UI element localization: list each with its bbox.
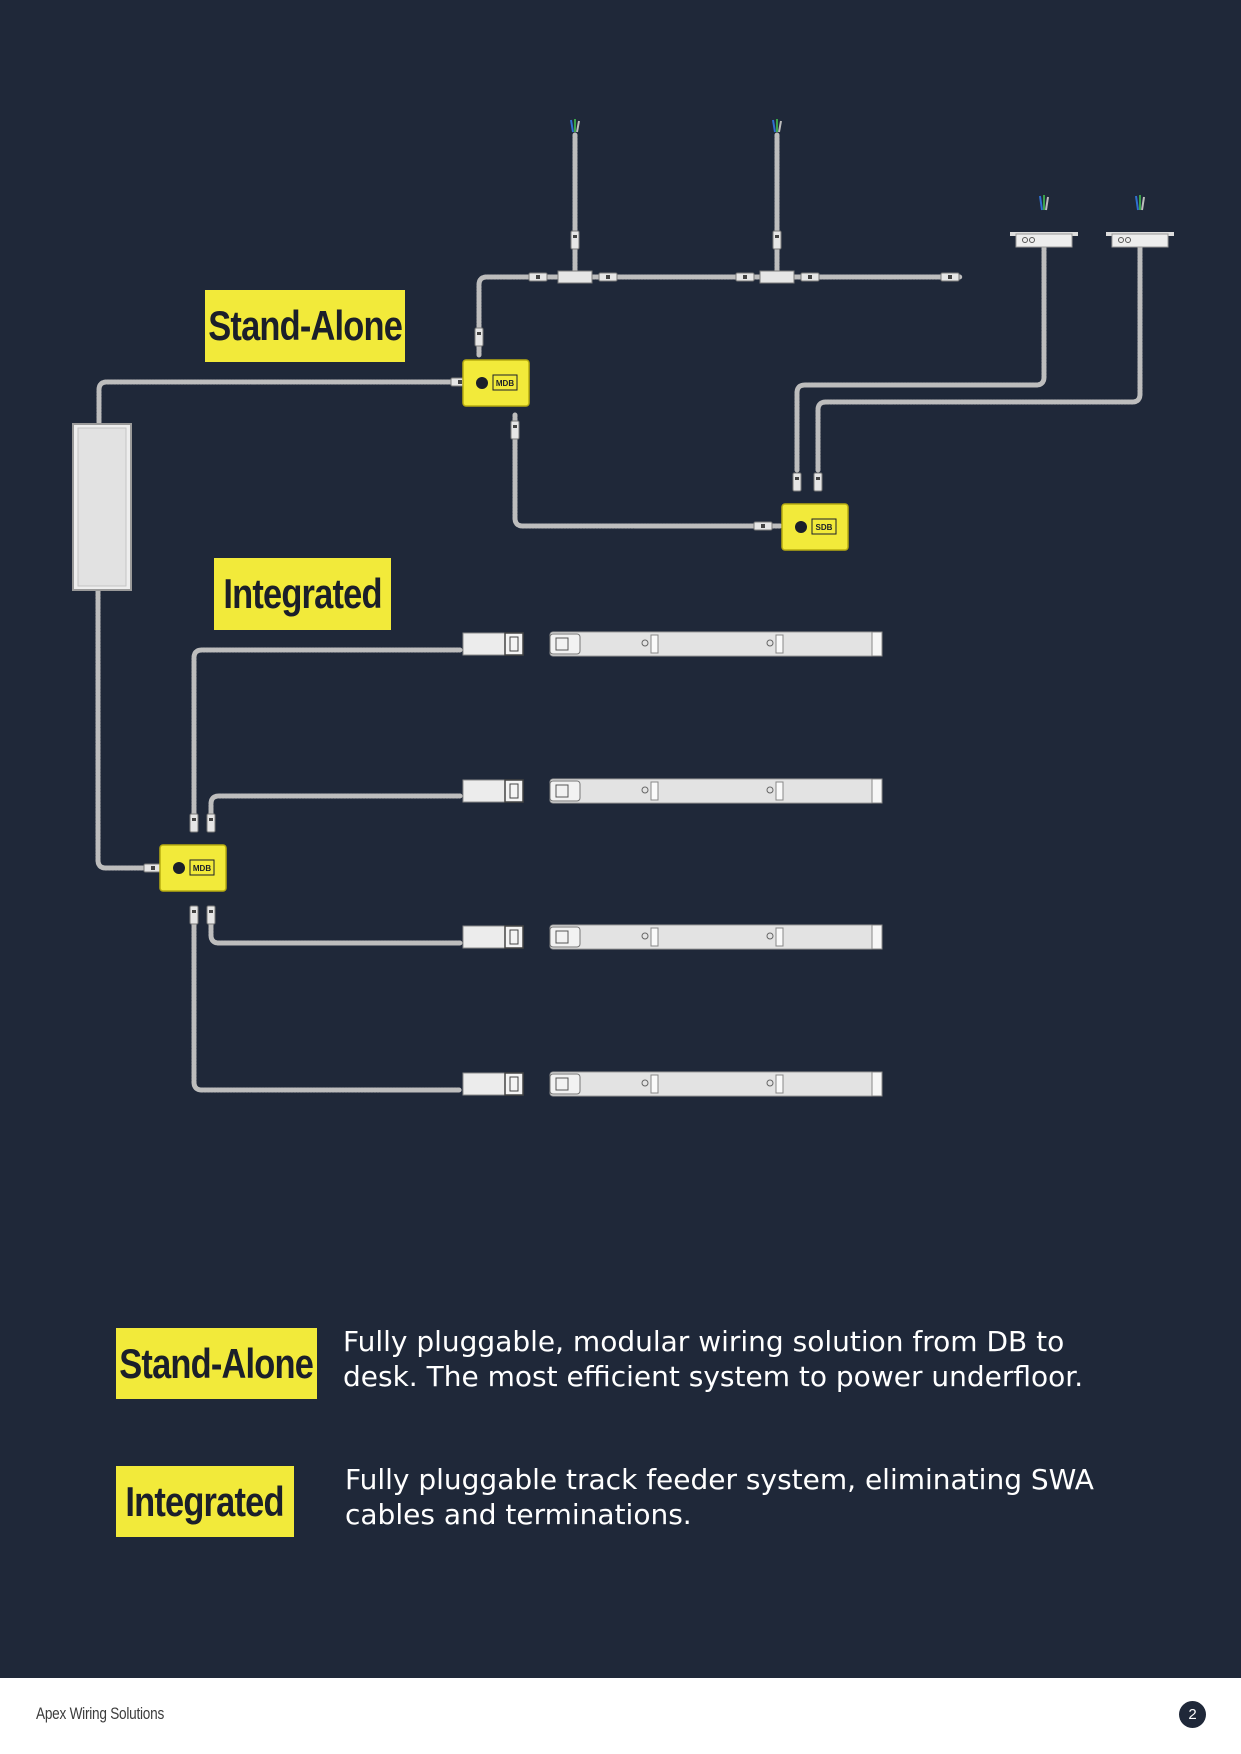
track-bar <box>549 1071 883 1097</box>
diagram-tag-standalone: Stand-Alone <box>205 290 405 362</box>
track-bar <box>549 778 883 804</box>
track-feeder-plug <box>462 925 506 949</box>
page-background: MDB SDB MDB Stand-Alone Integrated Stand… <box>72 119 1174 1537</box>
mdb-top-label: MDB <box>496 379 514 388</box>
legend-text-integrated: Fully pluggable track feeder system, eli… <box>345 1463 1094 1531</box>
footer: Apex Wiring Solutions 2 <box>0 1678 1241 1754</box>
track-feeder-plug <box>462 632 506 656</box>
sdb-label: SDB <box>816 523 833 532</box>
diagram-tag-integrated: Integrated <box>214 558 391 630</box>
cable-branch-1 <box>191 647 463 823</box>
cable-sdb-to-outlet-1 <box>794 237 1047 473</box>
track-bar <box>549 631 883 657</box>
cables <box>95 132 1143 1093</box>
distribution-board <box>72 423 132 591</box>
track-row <box>462 778 883 804</box>
wire-tails <box>570 119 1145 211</box>
track-row <box>462 631 883 657</box>
mdb-box-top: MDB <box>462 359 530 407</box>
legend-tag-integrated: Integrated <box>116 1466 294 1537</box>
wiring-diagram: MDB SDB MDB <box>72 119 1174 1097</box>
legend-text-standalone: Fully pluggable, modular wiring solution… <box>343 1325 1084 1393</box>
footer-brand: Apex Wiring Solutions <box>36 1704 164 1723</box>
track-feeder-plug <box>462 1072 506 1096</box>
cable-sdb-to-outlet-2 <box>815 237 1143 473</box>
sdb-box: SDB <box>781 503 849 551</box>
track-row <box>462 1071 883 1097</box>
track-bar <box>549 924 883 950</box>
cable-db-to-mdb-top <box>96 379 466 431</box>
mdb-bottom-label: MDB <box>193 864 211 873</box>
cable-mdb-top-to-sdb <box>512 412 783 529</box>
cable-branch-2 <box>208 793 463 823</box>
cable-branch-4 <box>191 915 463 1093</box>
cable-db-to-mdb-bottom <box>95 562 163 871</box>
page-number: 2 <box>1179 1701 1206 1728</box>
line-connectors <box>143 230 960 925</box>
track-feeder-plug <box>462 779 506 803</box>
floor-outlets <box>1010 232 1174 248</box>
mdb-box-bottom: MDB <box>159 844 227 892</box>
track-row <box>462 924 883 950</box>
track-rows <box>462 631 883 1097</box>
cable-branch-3 <box>208 915 463 946</box>
legend-tag-standalone: Stand-Alone <box>116 1328 317 1399</box>
cable-mdb-top-to-line <box>476 274 963 358</box>
